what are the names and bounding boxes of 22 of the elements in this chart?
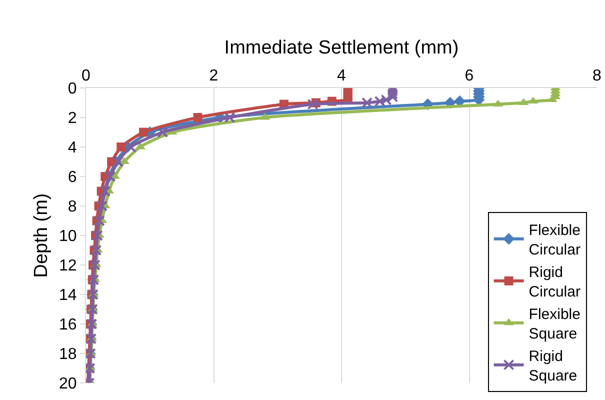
legend-label: Rigid Square xyxy=(528,348,578,384)
y-tick-label: 18 xyxy=(59,346,77,364)
y-tick-label: 8 xyxy=(68,198,77,216)
y-tick-label: 14 xyxy=(59,287,77,304)
y-tick-label: 16 xyxy=(59,316,77,334)
x-tick-label: 8 xyxy=(592,68,602,85)
legend-label: Flexible Circular xyxy=(528,222,580,258)
y-tick-label: 0 xyxy=(68,80,77,98)
y-tick-label: 2 xyxy=(68,110,77,128)
x-tick-label: 2 xyxy=(209,68,218,85)
y-tick-label: 10 xyxy=(59,228,77,246)
y-tick-label: 6 xyxy=(68,169,77,186)
legend-label: Rigid Circular xyxy=(528,264,580,300)
y-tick-label: 20 xyxy=(59,376,77,393)
y-axis-title: Depth (m) xyxy=(30,193,52,278)
y-tick-label: 12 xyxy=(59,258,77,275)
y-tick-label: 4 xyxy=(68,140,77,157)
legend-label: Flexible Square xyxy=(528,306,580,342)
x-axis-title: Immediate Settlement (mm) xyxy=(224,37,459,58)
x-tick-label: 6 xyxy=(464,68,474,85)
x-tick-label: 4 xyxy=(337,68,346,85)
x-tick-label: 0 xyxy=(82,68,91,85)
